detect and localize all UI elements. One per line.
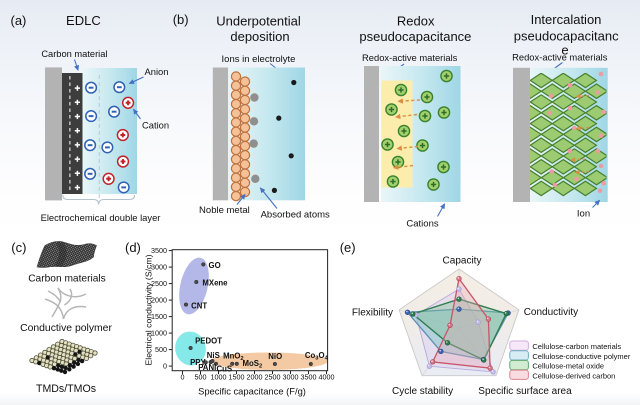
svg-text:Co3O4: Co3O4 bbox=[305, 351, 329, 362]
svg-text:MoS2: MoS2 bbox=[243, 359, 263, 370]
svg-text:Cations: Cations bbox=[406, 219, 438, 230]
svg-text:Ion: Ion bbox=[577, 209, 590, 220]
svg-text:(e): (e) bbox=[340, 240, 356, 255]
svg-text:2000: 2000 bbox=[247, 373, 263, 382]
svg-text:0: 0 bbox=[163, 362, 167, 371]
svg-text:500: 500 bbox=[155, 345, 167, 354]
svg-text:3500: 3500 bbox=[301, 373, 317, 382]
svg-text:3500: 3500 bbox=[151, 246, 167, 255]
svg-text:Cycle stability: Cycle stability bbox=[392, 386, 453, 397]
svg-text:CuS: CuS bbox=[217, 364, 233, 373]
svg-text:pseudocapacitanc: pseudocapacitanc bbox=[514, 29, 619, 44]
svg-text:CNT: CNT bbox=[191, 302, 207, 311]
svg-text:Noble metal: Noble metal bbox=[199, 205, 250, 216]
svg-text:(c): (c) bbox=[11, 240, 26, 255]
svg-text:Electrical conductivity (S/cm): Electrical conductivity (S/cm) bbox=[144, 254, 154, 365]
svg-text:Conductive polymer: Conductive polymer bbox=[20, 323, 112, 334]
svg-text:Carbon material: Carbon material bbox=[41, 49, 107, 59]
svg-text:Intercalation: Intercalation bbox=[531, 12, 602, 27]
svg-text:Redox: Redox bbox=[397, 14, 435, 29]
svg-text:2500: 2500 bbox=[265, 373, 281, 382]
svg-text:500: 500 bbox=[195, 373, 207, 382]
svg-text:TMDs/TMOs: TMDs/TMOs bbox=[36, 383, 96, 395]
svg-text:Redox-active materials: Redox-active materials bbox=[362, 52, 458, 63]
svg-text:Cellulose-derived carbon: Cellulose-derived carbon bbox=[532, 371, 615, 380]
svg-text:0: 0 bbox=[181, 373, 185, 382]
svg-text:Specific capacitance (F/g): Specific capacitance (F/g) bbox=[198, 386, 306, 397]
svg-text:Carbon materials: Carbon materials bbox=[28, 274, 106, 285]
svg-text:1000: 1000 bbox=[211, 373, 227, 382]
svg-text:Capacity: Capacity bbox=[443, 255, 482, 266]
svg-text:4000: 4000 bbox=[319, 373, 335, 382]
svg-text:PEDOT: PEDOT bbox=[195, 337, 222, 346]
svg-text:(a): (a) bbox=[11, 13, 27, 28]
svg-text:2000: 2000 bbox=[151, 296, 167, 305]
svg-text:EDLC: EDLC bbox=[66, 13, 101, 28]
svg-text:GO: GO bbox=[209, 261, 221, 270]
svg-text:Cellulose-conductive polymer: Cellulose-conductive polymer bbox=[532, 352, 630, 361]
svg-text:NiS: NiS bbox=[207, 351, 220, 360]
svg-text:Conductivity: Conductivity bbox=[524, 307, 578, 318]
svg-text:(d): (d) bbox=[125, 240, 141, 255]
svg-text:Cation: Cation bbox=[142, 120, 169, 131]
svg-text:MXene: MXene bbox=[202, 279, 228, 288]
svg-text:Absorbed atoms: Absorbed atoms bbox=[261, 210, 330, 221]
svg-text:Electrochemical double layer: Electrochemical double layer bbox=[41, 212, 161, 223]
svg-text:Underpotential: Underpotential bbox=[216, 14, 301, 29]
svg-text:3000: 3000 bbox=[151, 263, 167, 272]
svg-text:e: e bbox=[561, 43, 568, 58]
svg-text:1500: 1500 bbox=[151, 312, 167, 321]
svg-text:Specific surface area: Specific surface area bbox=[478, 386, 572, 397]
svg-text:Redox-active materials: Redox-active materials bbox=[512, 52, 608, 63]
svg-text:deposition: deposition bbox=[230, 29, 289, 44]
svg-text:MnO2: MnO2 bbox=[223, 352, 244, 363]
svg-text:1000: 1000 bbox=[151, 329, 167, 338]
svg-text:Ions in electrolyte: Ions in electrolyte bbox=[222, 54, 296, 65]
svg-text:Cellulose-metal oxide: Cellulose-metal oxide bbox=[532, 362, 604, 371]
svg-text:PPY: PPY bbox=[190, 358, 206, 367]
svg-text:2500: 2500 bbox=[151, 279, 167, 288]
svg-text:Flexibility: Flexibility bbox=[352, 308, 393, 319]
svg-text:3000: 3000 bbox=[283, 373, 299, 382]
svg-text:(b): (b) bbox=[173, 12, 189, 27]
svg-text:PANI: PANI bbox=[198, 363, 216, 372]
svg-text:Anion: Anion bbox=[145, 66, 169, 77]
svg-text:Cellulose-carbon materials: Cellulose-carbon materials bbox=[532, 342, 621, 351]
svg-text:pseudocapacitance: pseudocapacitance bbox=[359, 29, 471, 44]
svg-text:NiO: NiO bbox=[268, 352, 282, 361]
svg-text:1500: 1500 bbox=[229, 373, 245, 382]
